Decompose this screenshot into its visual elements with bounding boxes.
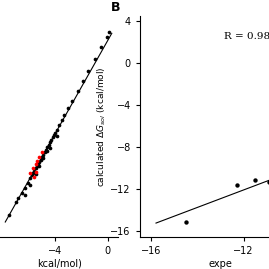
Point [51, 135, 55, 140]
Point [23, 186, 27, 190]
Point [43, 150, 47, 154]
Point [70, 98, 75, 103]
Point [41, 153, 45, 157]
Point [41, 156, 45, 160]
Point [23, 193, 27, 197]
Point [75, 89, 80, 93]
Point [37, 164, 42, 168]
Point [66, 106, 70, 110]
Point [39, 157, 43, 162]
Point [99, 45, 103, 49]
Point [26, 181, 30, 185]
Point [48, 146, 52, 151]
Point [16, 195, 20, 200]
Point [267, 180, 269, 184]
Point [7, 213, 11, 217]
Point [45, 145, 49, 149]
Point [184, 220, 188, 224]
X-axis label: kcal/mol): kcal/mol) [37, 259, 82, 268]
X-axis label: expe: expe [209, 259, 232, 268]
Point [34, 170, 38, 174]
Point [45, 149, 49, 153]
Point [37, 160, 42, 164]
Point [54, 134, 59, 138]
Point [31, 171, 35, 175]
Point [81, 79, 85, 83]
Point [37, 155, 42, 159]
Point [93, 57, 97, 61]
Point [33, 166, 38, 170]
Point [29, 173, 34, 178]
Text: R = 0.98: R = 0.98 [224, 31, 269, 41]
Point [57, 123, 61, 127]
Y-axis label: calculated $\mathit{\Delta G}_{sol}$ (kcal/mol): calculated $\mathit{\Delta G}_{sol}$ (kc… [95, 66, 108, 187]
Point [49, 138, 54, 142]
Point [28, 183, 32, 187]
Point [54, 128, 59, 132]
Point [48, 140, 52, 144]
Point [36, 162, 40, 167]
Point [28, 171, 32, 175]
Point [47, 143, 51, 147]
Point [235, 183, 239, 187]
Point [40, 155, 44, 159]
Point [40, 150, 44, 154]
Point [32, 168, 36, 173]
Point [14, 200, 18, 204]
Point [86, 69, 90, 73]
Point [104, 35, 109, 39]
Point [35, 159, 40, 163]
Point [32, 175, 36, 179]
Point [107, 30, 111, 34]
Point [52, 133, 56, 137]
Point [35, 164, 39, 168]
Point [53, 130, 57, 135]
Point [60, 118, 64, 122]
Point [33, 162, 38, 167]
Text: B: B [111, 1, 120, 14]
Point [28, 176, 32, 180]
Point [62, 113, 67, 118]
Point [253, 178, 257, 182]
Point [31, 166, 35, 170]
Point [20, 190, 24, 195]
Point [44, 148, 48, 152]
Point [33, 172, 38, 176]
